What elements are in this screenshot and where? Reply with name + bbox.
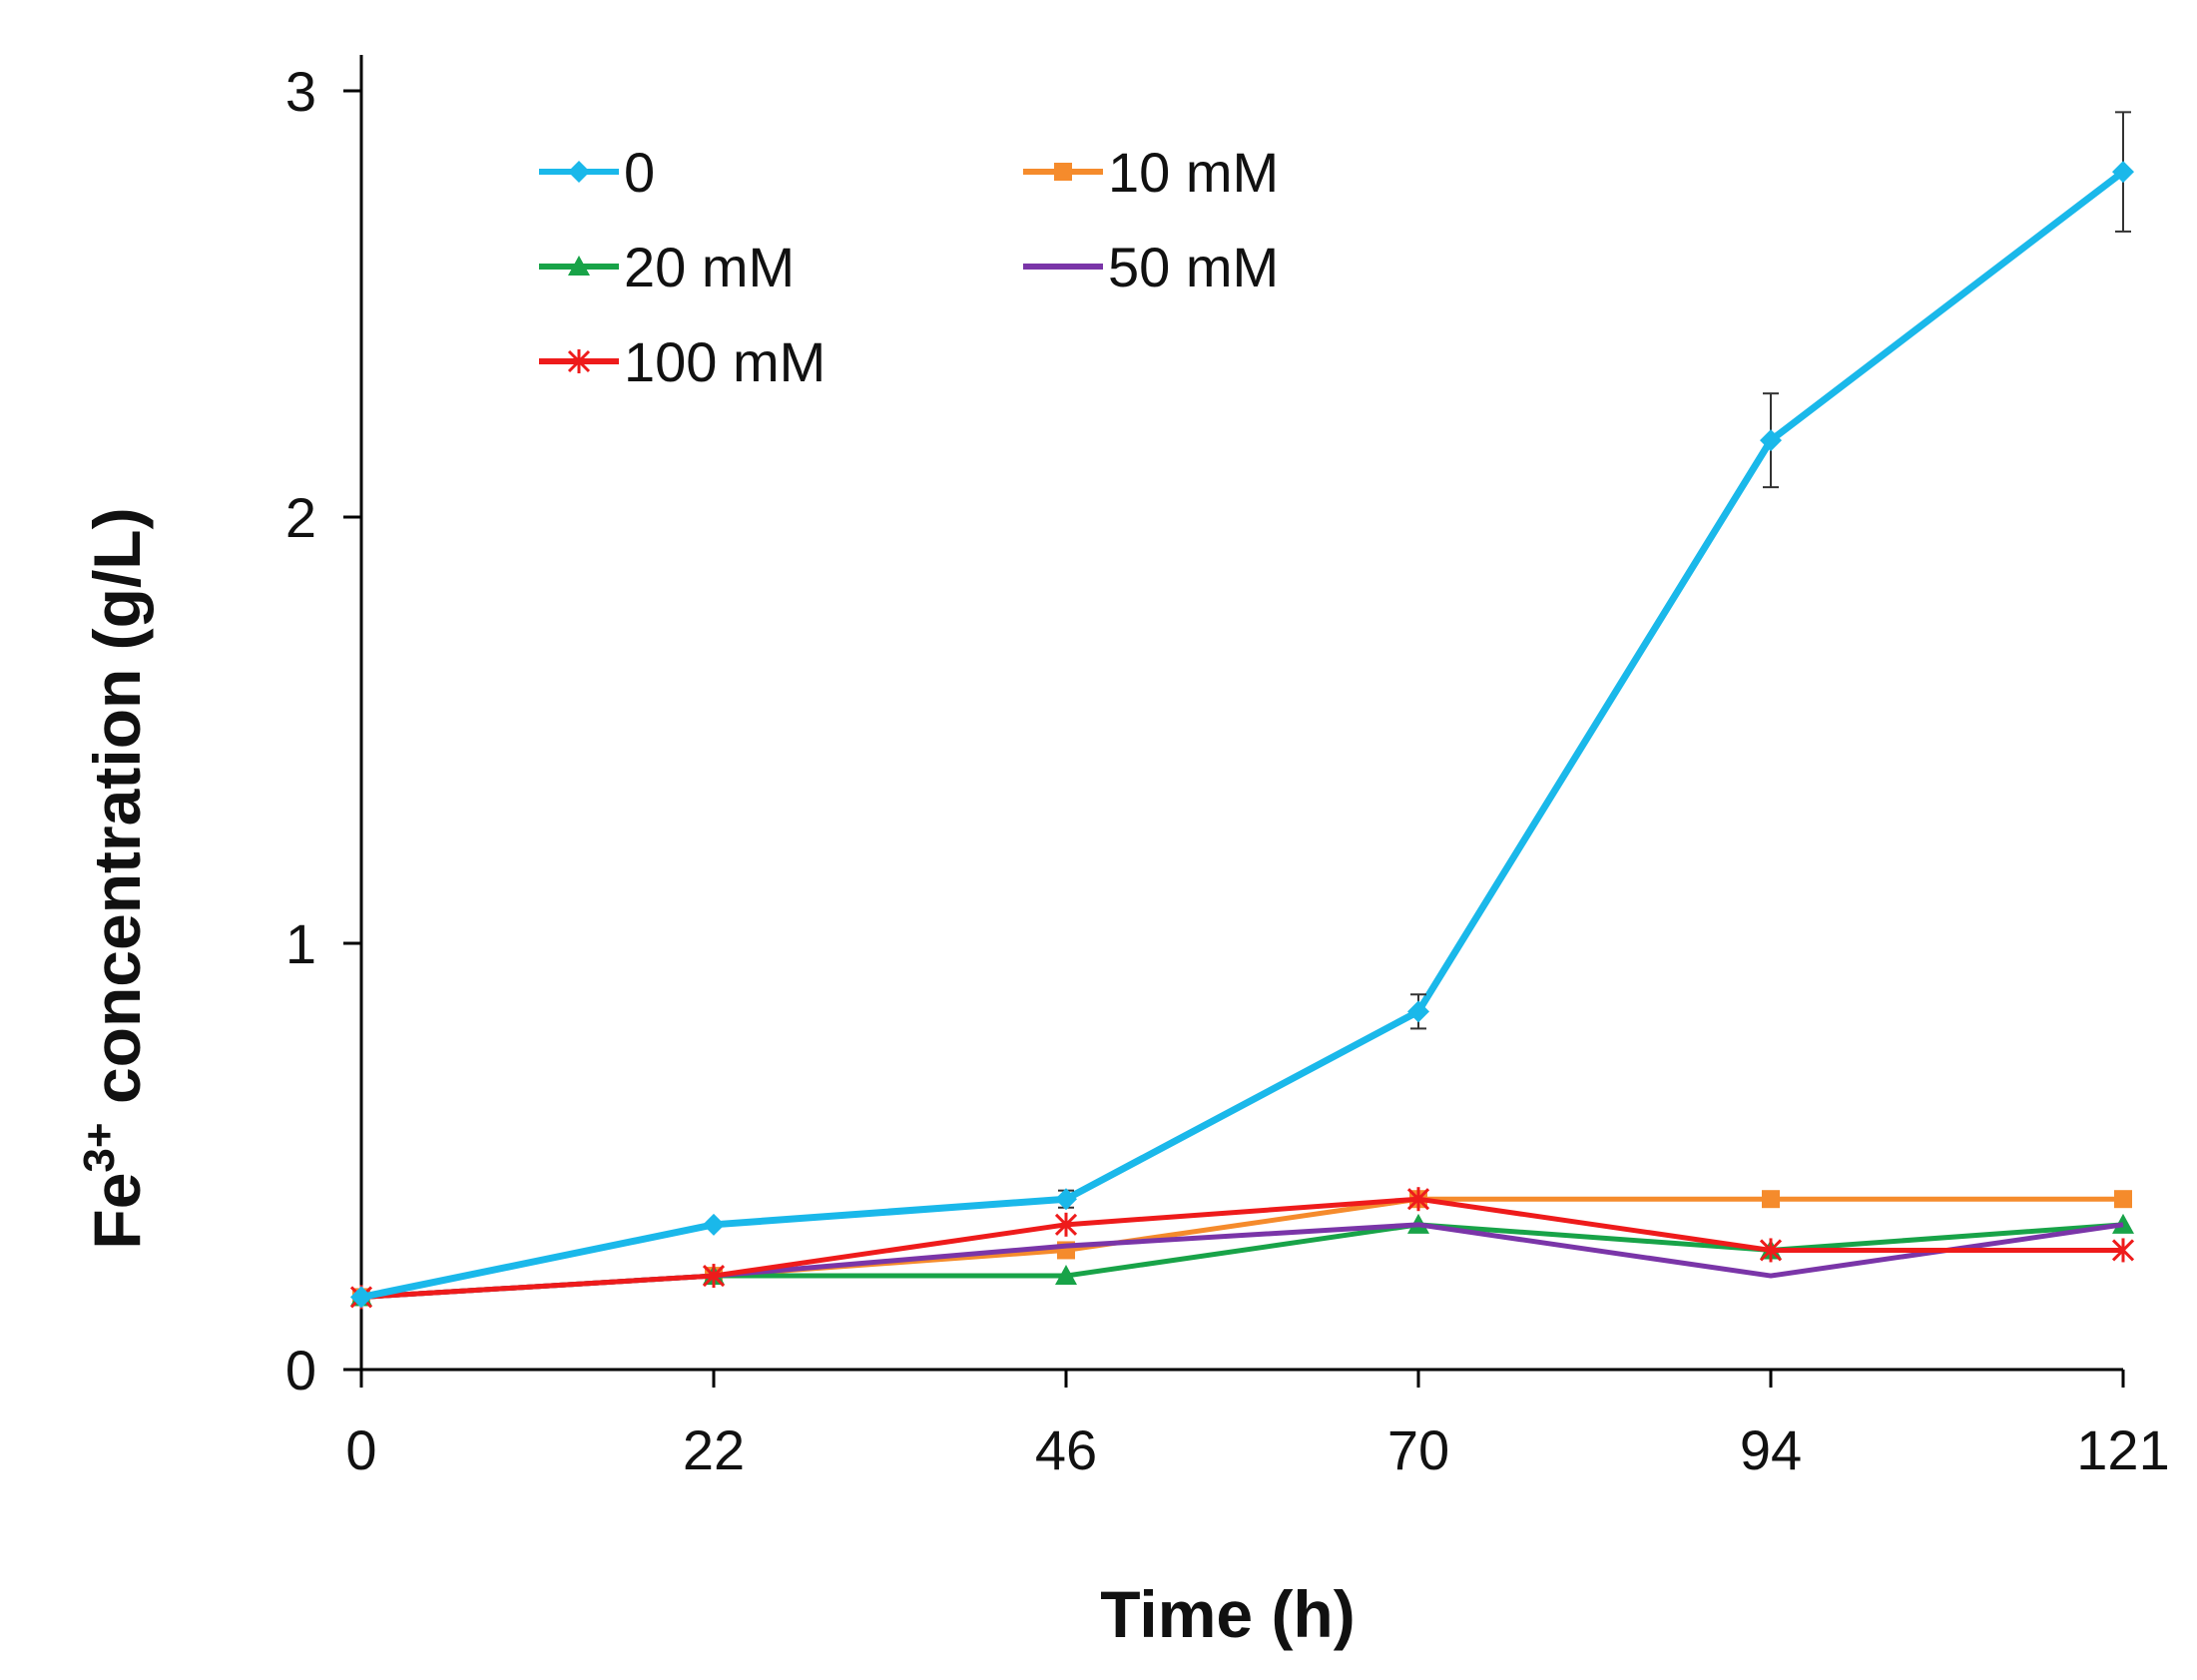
legend-label: 10 mM — [1108, 141, 1279, 204]
legend-item: 50 mM — [1023, 236, 1279, 298]
data-point — [702, 1264, 726, 1289]
series-line — [360, 1196, 2123, 1300]
legend-swatch-marker — [567, 349, 591, 373]
x-tick-label: 121 — [2076, 1418, 2169, 1481]
y-axis-title-rest: concentration (g/L) — [80, 507, 154, 1122]
data-point — [350, 1286, 372, 1309]
series-line — [360, 1222, 2124, 1300]
y-tick-label: 1 — [285, 912, 316, 975]
series-line — [360, 169, 2126, 1301]
legend-label: 100 mM — [624, 330, 825, 393]
y-axis-title: Fe3+ concentration (g/L) — [75, 507, 154, 1249]
legend-item: 10 mM — [1023, 141, 1279, 204]
data-point — [2114, 1190, 2132, 1209]
y-tick-label: 0 — [285, 1339, 316, 1401]
series-layer — [349, 111, 2135, 1310]
legend-item: 0 — [539, 141, 655, 204]
legend-item: 20 mM — [539, 236, 795, 298]
series-50-mm — [360, 1222, 2124, 1300]
y-tick-label: 3 — [285, 60, 316, 123]
series-0 — [350, 111, 2134, 1309]
ticks: 0 1 2 3 0 22 46 70 94 121 — [285, 60, 2170, 1481]
legend-label: 50 mM — [1108, 236, 1279, 298]
data-point — [703, 1213, 725, 1236]
data-point — [2112, 161, 2134, 184]
legend-swatch-marker — [568, 161, 590, 183]
data-point — [1055, 1188, 1077, 1211]
y-axis-title-main: Fe — [80, 1173, 154, 1250]
axes — [359, 55, 2123, 1372]
legend-item: 100 mM — [539, 330, 825, 393]
data-point — [2111, 1238, 2135, 1263]
x-axis-title: Time (h) — [1100, 1577, 1355, 1651]
legend: 0 10 mM 20 mM 50 mM 100 mM — [539, 141, 1279, 393]
x-tick-label: 0 — [345, 1418, 376, 1481]
data-point — [1406, 1187, 1430, 1212]
data-point — [1054, 1212, 1078, 1237]
series-100-mm — [349, 1187, 2135, 1310]
legend-swatch-marker — [568, 256, 590, 276]
data-point — [1760, 429, 1782, 452]
data-point — [1407, 1000, 1429, 1023]
y-axis-title-sup: 3+ — [75, 1122, 124, 1172]
x-tick-label: 94 — [1740, 1418, 1802, 1481]
data-point — [2112, 1213, 2134, 1234]
y-tick-label: 2 — [285, 486, 316, 549]
x-tick-label: 46 — [1035, 1418, 1097, 1481]
data-point — [1762, 1190, 1780, 1209]
data-point — [1759, 1238, 1783, 1263]
legend-swatch-marker — [1054, 163, 1072, 181]
legend-label: 0 — [624, 141, 655, 204]
data-point — [1055, 1265, 1077, 1286]
x-tick-label: 70 — [1387, 1418, 1449, 1481]
legend-label: 20 mM — [624, 236, 795, 298]
x-tick-label: 22 — [683, 1418, 745, 1481]
